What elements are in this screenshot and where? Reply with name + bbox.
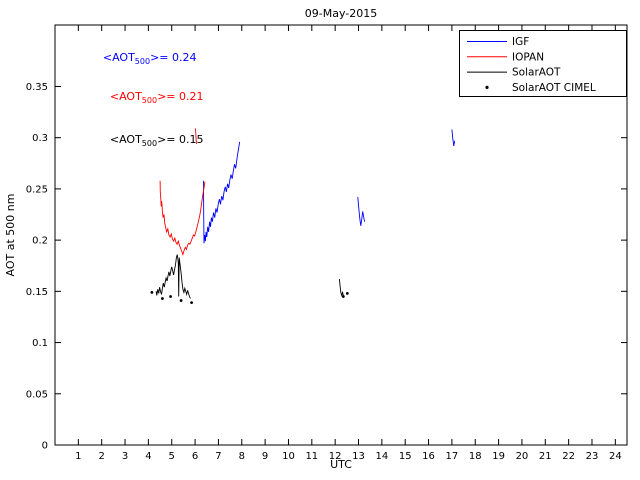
chart-title: 09-May-2015	[305, 7, 377, 20]
x-tick-label: 2	[99, 451, 105, 462]
series-solaraot-cimel-point	[169, 295, 172, 298]
mean-aot-annotation-2: <AOT500>= 0.21	[110, 90, 204, 105]
x-tick-label: 18	[469, 451, 482, 462]
series-solaraot-cimel-point	[345, 291, 349, 295]
x-tick-label: 23	[586, 451, 599, 462]
series-igf-segment-1	[203, 141, 241, 244]
y-tick-label: 0.35	[26, 82, 48, 93]
legend-item-solaraot: SolarAOT	[467, 67, 561, 79]
series-igf-segment-3	[451, 129, 456, 146]
series-iopan-segment-1	[159, 180, 206, 256]
series-solaraot-cimel-point	[190, 301, 193, 305]
x-tick-label: 24	[609, 451, 622, 462]
x-tick-label: 4	[145, 451, 151, 462]
y-axis-label: AOT at 500 nm	[4, 194, 17, 277]
x-tick-label: 10	[282, 451, 295, 462]
x-axis-label: UTC	[330, 458, 352, 471]
x-tick-label: 14	[375, 451, 388, 462]
x-tick-label: 8	[239, 451, 245, 462]
x-tick-label: 11	[305, 451, 318, 462]
y-tick-label: 0.25	[26, 184, 48, 195]
annotations: <AOT500>= 0.24 <AOT500>= 0.21 <AOT500>= 0.…	[103, 51, 204, 148]
x-tick-label: 16	[422, 451, 435, 462]
series-iopan-segment-2	[195, 128, 197, 144]
legend-marker-sample-solaraot-cimel	[485, 85, 489, 89]
x-tick-label: 22	[562, 451, 575, 462]
mean-aot-annotation-3: <AOT500>= 0.15	[110, 133, 204, 148]
series-solaraot-segment-2	[338, 278, 345, 297]
x-tick-label: 1	[75, 451, 81, 462]
x-tick-label: 17	[446, 451, 459, 462]
legend-label-igf: IGF	[512, 36, 529, 48]
y-tick-label: 0.15	[26, 287, 48, 298]
x-tick-label: 21	[539, 451, 552, 462]
legend-item-solaraot-cimel: SolarAOT CIMEL	[485, 82, 596, 94]
data-series	[150, 128, 456, 305]
legend-item-iopan: IOPAN	[467, 51, 544, 63]
series-solaraot-cimel-point	[341, 295, 345, 298]
x-tick-label: 6	[192, 451, 198, 462]
x-tick-label: 3	[122, 451, 128, 462]
y-tick-label: 0.2	[32, 236, 48, 247]
y-tick-label: 0	[42, 441, 48, 452]
series-solaraot-segment-1	[155, 254, 191, 299]
x-tick-label: 5	[169, 451, 175, 462]
legend-label-solaraot-cimel: SolarAOT CIMEL	[512, 82, 596, 94]
series-igf-segment-2	[357, 197, 366, 226]
x-tick-label: 7	[215, 451, 221, 462]
y-tick-label: 0.3	[32, 133, 48, 144]
x-tick-label: 9	[262, 451, 268, 462]
mean-aot-annotation-1: <AOT500>= 0.24	[103, 51, 197, 66]
x-tick-label: 12	[329, 451, 342, 462]
x-tick-label: 15	[399, 451, 412, 462]
x-tick-label: 19	[492, 451, 505, 462]
legend-item-igf: IGF	[467, 36, 529, 48]
series-solaraot-cimel-point	[150, 290, 154, 294]
series-solaraot-cimel-point	[179, 299, 183, 302]
legend: IGF IOPAN SolarAOT SolarAOT CIMEL	[459, 30, 627, 97]
series-solaraot-cimel-point	[160, 297, 164, 300]
y-tick-label: 0.1	[32, 338, 48, 349]
legend-label-iopan: IOPAN	[512, 51, 544, 63]
y-tick-label: 0.05	[26, 389, 48, 400]
legend-label-solaraot: SolarAOT	[512, 67, 561, 79]
x-tick-label: 13	[352, 451, 365, 462]
x-tick-label: 20	[516, 451, 529, 462]
